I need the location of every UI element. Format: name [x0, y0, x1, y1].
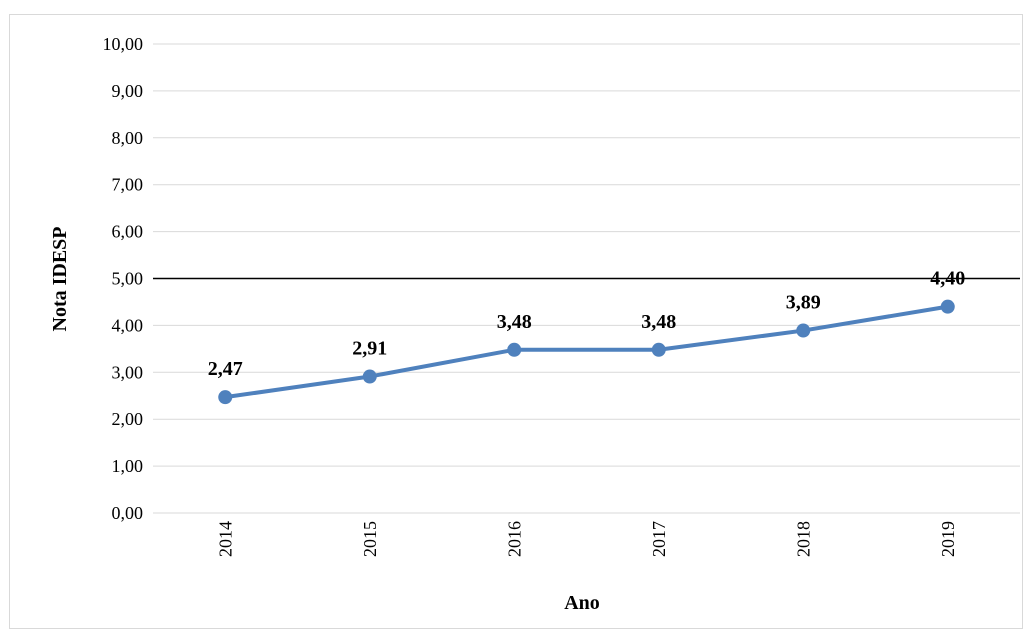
x-tick-label: 2015: [360, 521, 380, 557]
y-tick-label: 8,00: [112, 128, 144, 148]
y-tick-label: 10,00: [103, 34, 144, 54]
data-point: [362, 369, 377, 384]
data-point: [796, 323, 811, 338]
x-tick-label: 2016: [504, 521, 524, 557]
data-point: [218, 390, 233, 405]
y-tick-label: 7,00: [112, 175, 144, 195]
data-label: 2,47: [208, 358, 243, 380]
y-tick-label: 4,00: [112, 315, 144, 335]
data-point: [940, 299, 955, 314]
y-axis-title: Nota IDESP: [49, 226, 71, 331]
x-tick-labels: 2014 2015 2016 2017 2018 2019: [215, 521, 958, 557]
y-tick-label: 3,00: [112, 362, 144, 382]
y-tick-label: 6,00: [112, 222, 144, 242]
x-tick-label: 2018: [793, 521, 813, 557]
data-label: 3,89: [786, 292, 821, 314]
data-labels: 2,47 2,91 3,48 3,48 3,89 4,40: [208, 268, 966, 381]
data-label: 3,48: [641, 311, 676, 333]
y-tick-label: 5,00: [112, 269, 144, 289]
data-label: 4,40: [930, 268, 965, 290]
series-polyline: [224, 304, 949, 400]
y-tick-label: 2,00: [112, 409, 144, 429]
x-tick-label: 2017: [649, 521, 669, 557]
y-tick-label: 0,00: [112, 503, 144, 523]
y-tick-labels: 0,00 1,00 2,00 3,00 4,00 5,00 6,00 7,00 8,00 9,00…: [103, 34, 144, 523]
x-tick-label: 2014: [215, 521, 235, 557]
y-tick-label: 9,00: [112, 81, 144, 101]
x-axis-title: Ano: [564, 592, 600, 614]
series-line: [218, 299, 955, 405]
data-point: [507, 342, 522, 357]
data-label: 3,48: [497, 311, 532, 333]
x-tick-label: 2019: [938, 521, 958, 557]
data-label: 2,91: [352, 338, 387, 360]
y-tick-label: 1,00: [112, 456, 144, 476]
data-point: [651, 342, 666, 357]
